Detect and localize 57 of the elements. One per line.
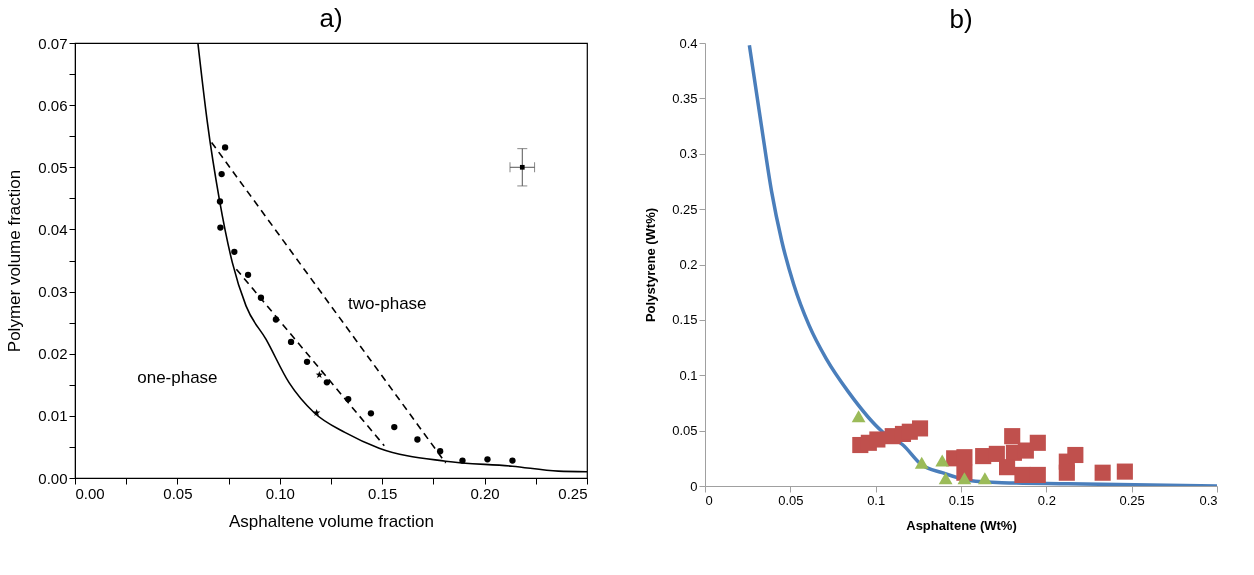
point [1029,466,1046,483]
y-tick-label: 0.35 [672,90,698,106]
x-tick-label: 0.15 [368,484,398,502]
x-axis-title: Asphaltene volume fraction [228,511,435,531]
point [956,449,973,466]
x-tick-label: 0.3 [1199,492,1218,508]
chart-title: b) [949,4,973,34]
x-tick-label: 0.05 [163,484,193,502]
y-axis-title: Polystyrene (Wt%) [643,207,659,323]
x-tick-label: 0.10 [265,484,295,502]
chart-title: a) [319,3,343,33]
point [957,472,972,485]
point [1094,464,1111,481]
point [1029,434,1046,451]
point [1014,466,1031,483]
point [935,454,950,467]
point [1116,463,1133,480]
point [978,472,992,485]
x-tick-label: 0.00 [75,484,105,502]
y-tick-label: 0.25 [672,201,698,217]
y-tick-label: 0.05 [38,158,68,176]
y-tick-label: 0.06 [38,96,68,114]
x-tick-label: 0.20 [470,484,500,502]
point [1004,428,1021,445]
point [999,459,1016,476]
x-axis-title: Asphaltene (Wt%) [906,517,1017,533]
y-tick-label: 0.04 [38,220,68,238]
y-axis-title: Polymer volume fraction [5,169,25,353]
x-tick-label: 0.25 [558,484,588,502]
y-tick-label: 0.03 [38,283,68,301]
y-tick-label: 0.15 [672,312,698,328]
x-tick-label: 0.15 [948,492,975,508]
y-tick-label: 0.01 [38,407,68,425]
point [988,445,1005,462]
annotation: two-phase [348,294,427,313]
annotation: one-phase [137,367,218,387]
y-tick-label: 0.2 [679,257,698,272]
point [914,456,929,469]
point [869,431,886,448]
point [851,410,866,423]
point [911,420,929,437]
line-series [747,43,1217,486]
y-tick-label: 0.05 [672,423,698,439]
y-tick-label: 0.1 [679,367,698,383]
y-tick-label: 0.07 [38,34,68,52]
y-tick-label: 0.3 [679,146,698,162]
x-tick-label: 0.1 [867,492,886,508]
x-tick-label: 0 [705,492,713,508]
x-tick-label: 0.25 [1119,492,1145,508]
x-tick-label: 0.2 [1037,492,1056,508]
point [938,472,953,485]
point [1067,446,1084,464]
point [1058,464,1075,481]
x-tick-label: 0.05 [778,492,804,508]
y-tick-label: 0.02 [38,345,68,363]
y-tick-label: 0.4 [679,35,698,51]
y-tick-label: 0.00 [38,469,68,487]
